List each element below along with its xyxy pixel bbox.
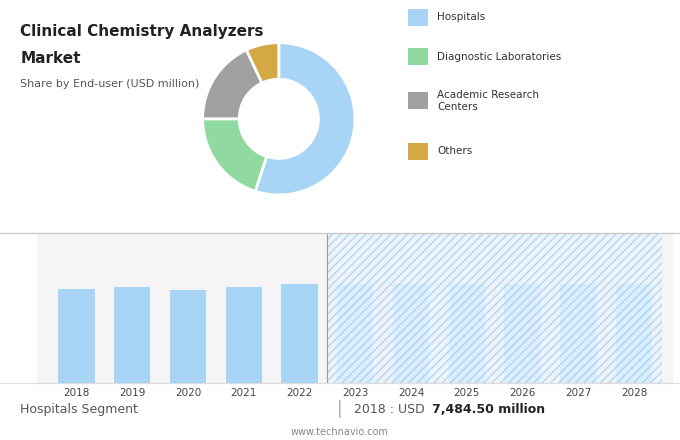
Text: Clinical Chemistry Analyzers: Clinical Chemistry Analyzers (20, 24, 264, 39)
Text: 7,484.50 million: 7,484.50 million (432, 403, 545, 416)
Bar (226, 287, 262, 383)
Bar (616, 284, 652, 383)
Wedge shape (203, 50, 262, 119)
Text: Hospitals Segment: Hospitals Segment (20, 403, 138, 416)
Text: Hospitals: Hospitals (437, 12, 486, 22)
Bar (114, 287, 150, 383)
Bar (560, 284, 596, 383)
Text: www.technavio.com: www.technavio.com (291, 427, 389, 437)
Bar (282, 284, 318, 383)
Text: Share by End-user (USD million): Share by End-user (USD million) (20, 79, 200, 89)
Wedge shape (203, 119, 267, 191)
Bar (58, 290, 95, 383)
Text: Market: Market (20, 51, 81, 66)
Bar (449, 284, 485, 383)
Bar (327, 233, 662, 383)
Wedge shape (255, 43, 355, 195)
Text: 2018 : USD: 2018 : USD (354, 403, 428, 416)
Bar (170, 290, 206, 383)
Bar (327, 233, 662, 383)
Bar (505, 284, 541, 383)
Text: Others: Others (437, 147, 473, 156)
Wedge shape (246, 43, 279, 83)
Bar (337, 284, 373, 383)
Bar (393, 284, 429, 383)
Text: Academic Research
Centers: Academic Research Centers (437, 90, 539, 112)
Text: Diagnostic Laboratories: Diagnostic Laboratories (437, 52, 562, 62)
Text: |: | (337, 400, 343, 418)
